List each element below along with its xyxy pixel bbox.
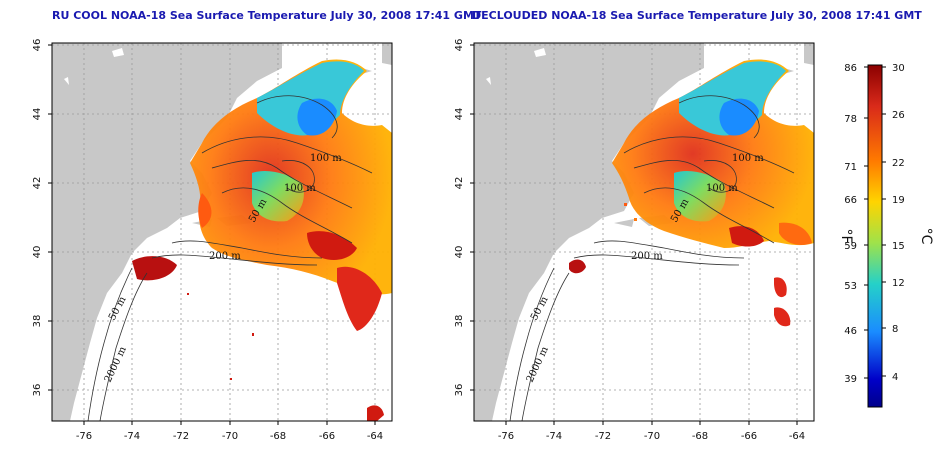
left-map: 100 m 100 m 50 m 200 m 50 m 2000 m (51, 42, 393, 422)
lon-tick: -64 (789, 431, 805, 442)
celsius-unit: °C (918, 228, 934, 245)
lon-tick: -68 (270, 431, 286, 442)
contour-label: 100 m (732, 153, 764, 164)
lat-tick: 42 (32, 177, 43, 190)
celsius-tick: 4 (892, 372, 898, 383)
left-sst-field (132, 59, 392, 421)
fahrenheit-tick: 66 (844, 195, 857, 206)
lon-tick: -76 (498, 431, 514, 442)
lon-tick: -74 (124, 431, 140, 442)
lon-tick: -72 (173, 431, 189, 442)
lon-tick: -68 (692, 431, 708, 442)
right-lat-axis: 46 44 42 40 38 36 (454, 39, 474, 397)
lat-tick: 38 (32, 315, 43, 328)
fahrenheit-tick: 86 (844, 63, 857, 74)
fahrenheit-unit: °F (838, 228, 854, 243)
lat-tick: 46 (454, 39, 465, 52)
fahrenheit-tick: 71 (844, 162, 857, 173)
celsius-tick: 26 (892, 110, 905, 121)
lat-tick: 42 (454, 177, 465, 190)
contour-label: 100 m (706, 183, 738, 194)
colorbar-gradient (867, 64, 883, 408)
right-sst-field (569, 59, 814, 327)
right-map: 100 m 100 m 50 m 200 m 50 m 2000 m (473, 42, 815, 422)
celsius-tick: 15 (892, 241, 905, 252)
celsius-tick: 30 (892, 63, 905, 74)
fahrenheit-tick: 59 (844, 241, 857, 252)
fahrenheit-tick: 46 (844, 326, 857, 337)
lat-tick: 36 (32, 384, 43, 397)
lat-tick: 44 (32, 108, 43, 121)
celsius-tick: 22 (892, 158, 905, 169)
lon-tick: -72 (595, 431, 611, 442)
lat-tick: 40 (32, 246, 43, 259)
right-lon-axis: -76 -74 -72 -70 -68 -66 -64 (498, 421, 805, 442)
lat-tick: 36 (454, 384, 465, 397)
left-panel-title: RU COOL NOAA-18 Sea Surface Temperature … (52, 9, 482, 22)
lon-tick: -66 (741, 431, 757, 442)
contour-label: 200 m (631, 251, 663, 262)
fahrenheit-tick: 78 (844, 114, 857, 125)
lon-tick: -64 (367, 431, 383, 442)
lon-tick: -70 (222, 431, 238, 442)
lat-tick: 46 (32, 39, 43, 52)
lon-tick: -66 (319, 431, 335, 442)
lon-tick: -74 (546, 431, 562, 442)
fahrenheit-tick: 53 (844, 281, 857, 292)
contour-label: 100 m (284, 183, 316, 194)
left-lon-axis: -76 -74 -72 -70 -68 -66 -64 (76, 421, 383, 442)
celsius-tick: 8 (892, 324, 898, 335)
temperature-colorbar: 86 78 71 66 59 53 46 39 30 26 22 19 15 1… (838, 63, 934, 408)
celsius-tick: 19 (892, 195, 905, 206)
lat-tick: 38 (454, 315, 465, 328)
right-panel-title: DECLOUDED NOAA-18 Sea Surface Temperatur… (472, 9, 922, 22)
lat-tick: 40 (454, 246, 465, 259)
left-lat-axis: 46 44 42 40 38 36 (32, 39, 52, 397)
contour-label: 200 m (209, 251, 241, 262)
lat-tick: 44 (454, 108, 465, 121)
fahrenheit-tick: 39 (844, 374, 857, 385)
contour-label: 100 m (310, 153, 342, 164)
lon-tick: -76 (76, 431, 92, 442)
lon-tick: -70 (644, 431, 660, 442)
celsius-tick: 12 (892, 278, 905, 289)
